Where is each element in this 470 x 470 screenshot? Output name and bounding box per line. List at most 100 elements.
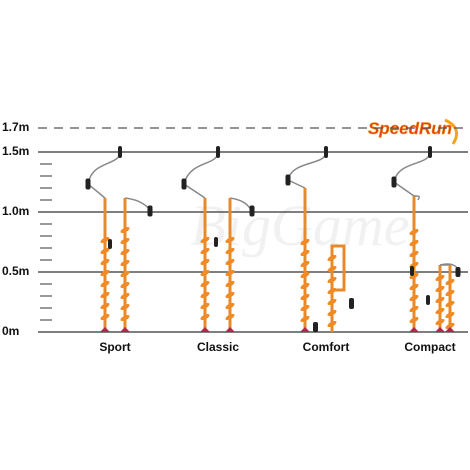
flight (409, 283, 419, 291)
grip (147, 205, 153, 217)
flight (200, 258, 210, 266)
flight (200, 313, 210, 321)
flight (200, 302, 210, 310)
flight (409, 250, 419, 258)
grip (410, 266, 414, 276)
flight (200, 291, 210, 299)
flight (327, 276, 337, 284)
flight (120, 226, 130, 234)
augers: Sport Classic Comfort Compact (85, 146, 461, 354)
blade (225, 327, 235, 332)
flight (100, 313, 110, 321)
grip (181, 178, 187, 190)
model-label: Classic (197, 340, 239, 354)
blade (435, 327, 445, 332)
flight (100, 269, 110, 277)
flight (225, 302, 235, 310)
flight (445, 322, 455, 330)
flight (435, 285, 445, 293)
flight (435, 274, 445, 282)
flight (445, 289, 455, 297)
flight (120, 292, 130, 300)
handle (287, 151, 327, 189)
grip (214, 237, 218, 247)
flight (100, 280, 110, 288)
flight (100, 302, 110, 310)
flight (327, 265, 337, 273)
handle (413, 195, 420, 201)
flight (409, 316, 419, 324)
blade (445, 327, 455, 332)
flight (409, 305, 419, 313)
flight (435, 307, 445, 315)
grip (108, 239, 112, 249)
flight (225, 291, 235, 299)
flight (120, 237, 130, 245)
flight (120, 270, 130, 278)
flight (327, 287, 337, 295)
blade (200, 327, 210, 332)
flight (200, 280, 210, 288)
flight (445, 311, 455, 319)
flight (200, 269, 210, 277)
grip (313, 322, 318, 332)
grip (426, 295, 430, 305)
flight (300, 271, 310, 279)
blade (409, 327, 419, 332)
flight (120, 303, 130, 311)
flight (225, 269, 235, 277)
flight (300, 238, 310, 246)
grip (85, 178, 91, 190)
flight (120, 248, 130, 256)
flight (409, 228, 419, 236)
flight (409, 239, 419, 247)
flight (225, 236, 235, 244)
grip (118, 146, 122, 158)
grip (249, 205, 255, 217)
scale-label: 1.0m (2, 204, 29, 218)
model-label: Compact (404, 340, 455, 354)
grip (324, 146, 328, 158)
flight (445, 278, 455, 286)
flight (327, 309, 337, 317)
flight (100, 291, 110, 299)
handle (393, 151, 431, 197)
blade (120, 327, 130, 332)
grip (349, 298, 354, 309)
flight (120, 314, 130, 322)
flight (225, 313, 235, 321)
flight (300, 260, 310, 268)
scale-label: 1.7m (2, 120, 29, 134)
scale-label: 0m (2, 324, 19, 338)
flight (225, 247, 235, 255)
flight (435, 318, 445, 326)
grip (216, 146, 220, 158)
scale-label: 1.5m (2, 144, 29, 158)
grip (428, 146, 432, 158)
flight (120, 259, 130, 267)
grip (285, 174, 291, 186)
flight (300, 315, 310, 323)
flight (445, 300, 455, 308)
handle (183, 151, 219, 199)
handle (87, 151, 121, 199)
flight (435, 296, 445, 304)
model-label: Comfort (303, 340, 350, 354)
blade (300, 327, 310, 332)
flight (300, 304, 310, 312)
flight (327, 254, 337, 262)
flight (120, 281, 130, 289)
flight (300, 293, 310, 301)
flight (200, 247, 210, 255)
grip (455, 267, 461, 277)
flight (300, 282, 310, 290)
flight (100, 236, 110, 244)
flight (327, 298, 337, 306)
flight (409, 294, 419, 302)
flight (100, 247, 110, 255)
blade (100, 327, 110, 332)
flight (327, 320, 337, 328)
model-label: Sport (99, 340, 130, 354)
flight (300, 249, 310, 257)
